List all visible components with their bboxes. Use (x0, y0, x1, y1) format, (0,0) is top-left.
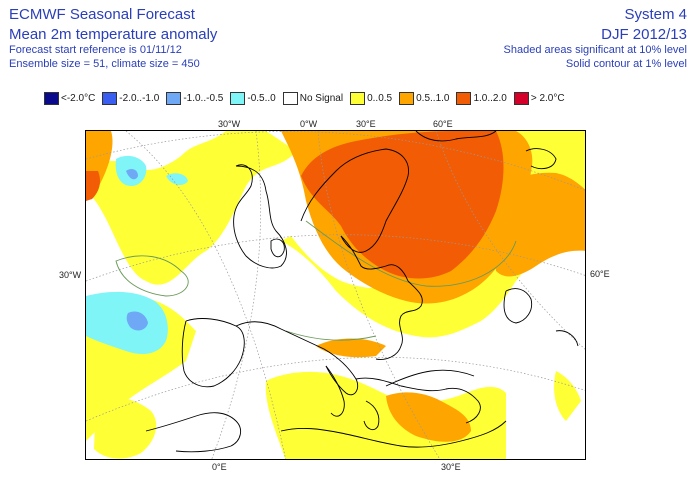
legend-swatch (456, 92, 472, 105)
legend-label: No Signal (299, 93, 344, 104)
graticule-label-30w-top: 30°W (218, 119, 241, 129)
legend-label: -1.0..-0.5 (183, 93, 224, 104)
graticule-label-60e-right: 60°E (590, 269, 610, 279)
map-subtitle: Mean 2m temperature anomaly (9, 26, 218, 43)
map-canvas (86, 131, 585, 459)
legend-swatch (44, 92, 59, 105)
forecast-start-reference: Forecast start reference is 01/11/12 (9, 44, 182, 56)
legend-item: No Signal (282, 92, 344, 105)
legend-item: 0.5..1.0 (399, 92, 449, 105)
legend-swatch (102, 92, 118, 105)
legend-label: -0.5..0 (247, 93, 276, 104)
anomaly-area-neg-1.0-neg-0.5 (126, 168, 138, 180)
graticule-label-0e-bottom: 0°E (212, 462, 227, 472)
anomaly-area-0-0.5 (94, 397, 157, 459)
legend-label: <-2.0°C (61, 93, 96, 104)
anomaly-area-0-0.5 (554, 371, 581, 421)
legend-item: > 2.0°C (513, 92, 565, 105)
map-title: ECMWF Seasonal Forecast (9, 6, 195, 23)
legend-label: 0.5..1.0 (416, 93, 450, 104)
color-legend: <-2.0°C -2.0..-1.0 -1.0..-0.5 -0.5..0 No… (44, 91, 572, 106)
anomaly-area-neg-1.0-neg-0.5 (126, 311, 148, 331)
system-label: System 4 (624, 6, 687, 23)
graticule-label-0w-top: 0°W (300, 119, 318, 129)
legend-item: -2.0..-1.0 (102, 92, 159, 105)
significance-contours (115, 220, 517, 341)
anomaly-area-0-0.5 (86, 131, 296, 285)
anomaly-area-0.5-1.0 (386, 392, 471, 442)
ensemble-size: Ensemble size = 51, climate size = 450 (9, 58, 200, 70)
anomaly-area-0.5-1.0 (486, 172, 585, 277)
legend-swatch (513, 92, 529, 105)
graticule-label-30w-left: 30°W (59, 270, 82, 280)
legend-swatch (399, 92, 415, 105)
contour-note: Solid contour at 1% level (565, 58, 687, 70)
legend-swatch (350, 92, 366, 105)
legend-item: -0.5..0 (230, 92, 276, 105)
legend-label: > 2.0°C (530, 93, 565, 104)
anomaly-shading (86, 131, 585, 459)
legend-label: 1.0..2.0 (473, 93, 507, 104)
anomaly-area-neg-0.5-0 (166, 173, 188, 186)
legend-label: 0..0.5 (367, 93, 393, 104)
legend-label: -2.0..-1.0 (119, 93, 160, 104)
shaded-note: Shaded areas significant at 10% level (503, 44, 687, 56)
anomaly-area-0.5-1.0 (316, 338, 386, 358)
legend-item: <-2.0°C (44, 92, 95, 105)
graticule-label-30e-bottom: 30°E (441, 462, 461, 472)
graticule-label-30e-top: 30°E (356, 119, 376, 129)
anomaly-area-neg-0.5-0 (86, 291, 168, 354)
anomaly-area-1.0-2.0 (301, 131, 504, 279)
anomaly-area-1.0-2.0 (86, 171, 100, 201)
legend-item: -1.0..-0.5 (166, 92, 223, 105)
legend-item: 1.0..2.0 (456, 92, 507, 105)
legend-swatch (230, 92, 246, 105)
legend-swatch (166, 92, 182, 105)
legend-item: 0..0.5 (350, 92, 392, 105)
legend-swatch (282, 92, 298, 105)
graticule-label-60e-top: 60°E (433, 119, 453, 129)
season-label: DJF 2012/13 (601, 26, 687, 43)
anomaly-map (85, 130, 586, 460)
coastlines (145, 131, 579, 453)
anomaly-area-0-0.5 (265, 371, 506, 459)
graticule-lines (86, 131, 585, 459)
